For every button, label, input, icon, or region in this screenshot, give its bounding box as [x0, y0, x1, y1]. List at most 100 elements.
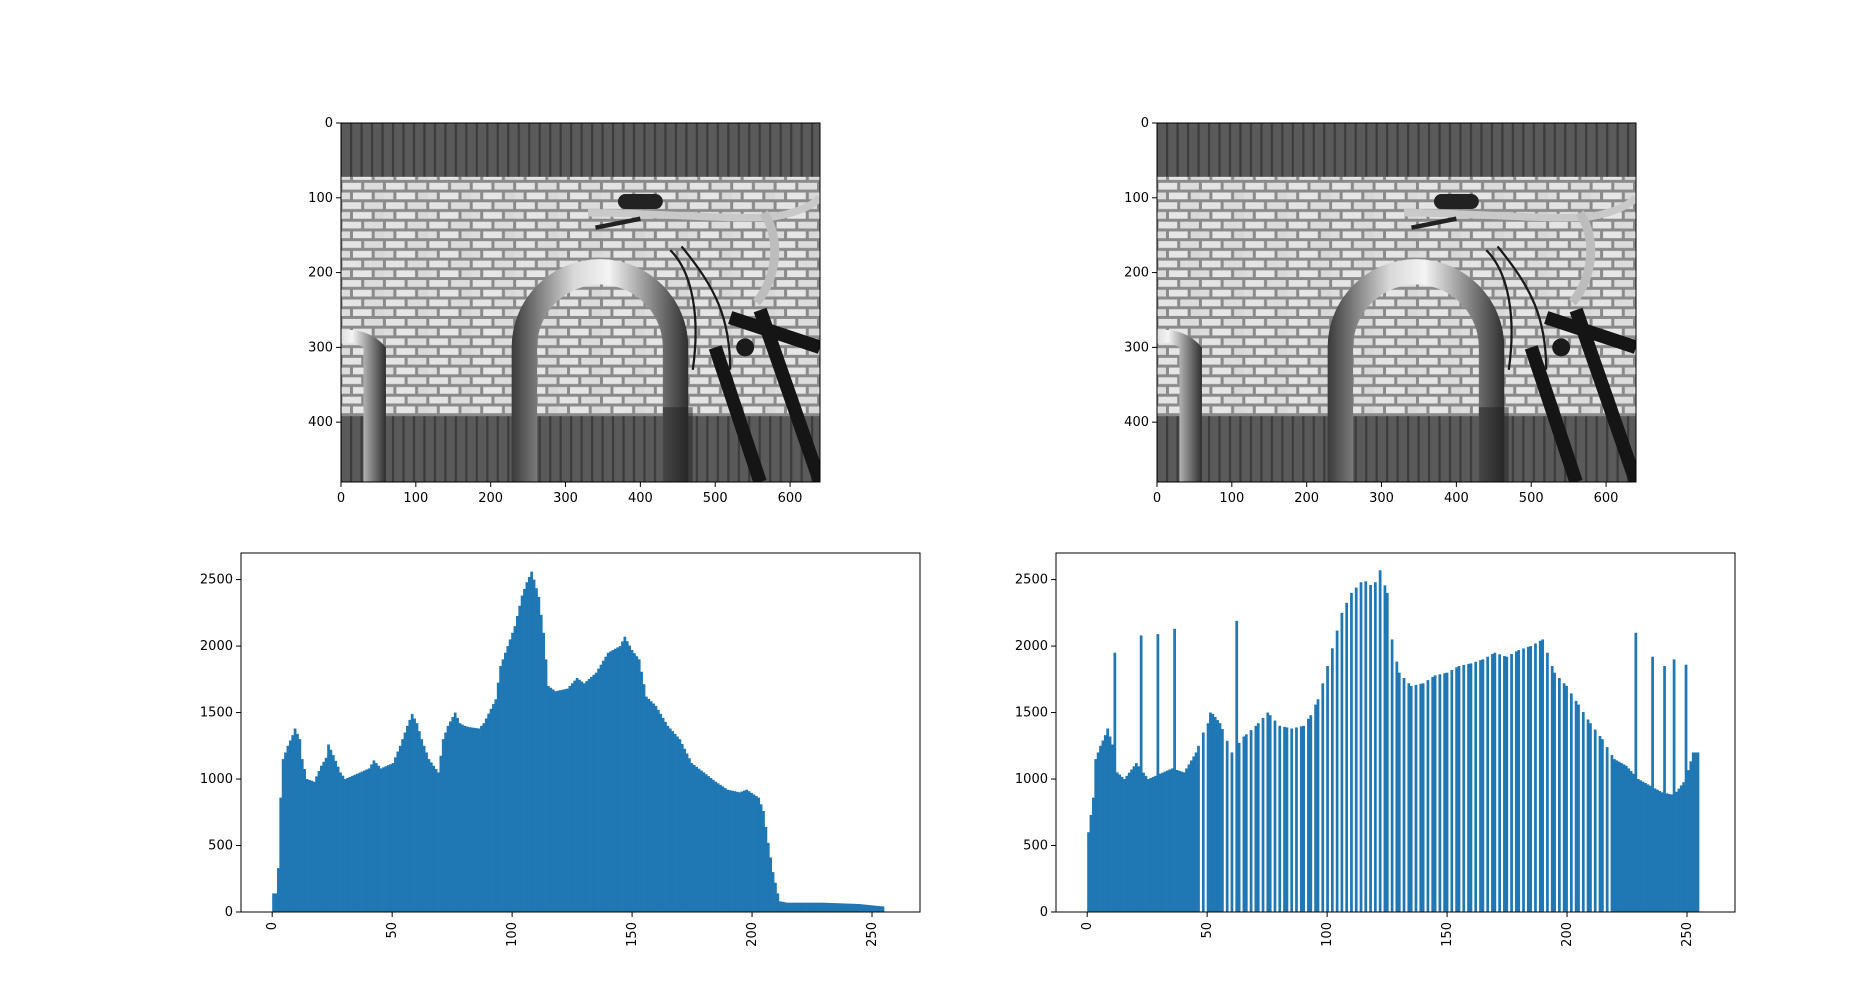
histogram-bar: [695, 766, 698, 912]
histogram-bar: [711, 779, 715, 912]
x-tick-label: 100: [1320, 922, 1335, 947]
histogram-bar: [1123, 779, 1126, 912]
x-tick-label: 150: [625, 922, 640, 947]
histogram-bar: [1192, 756, 1196, 912]
histogram-bar: [766, 842, 770, 912]
histogram-bar: [769, 857, 773, 912]
histogram-bar: [1225, 740, 1229, 912]
histogram-bar: [355, 773, 359, 912]
x-tick-label: 150: [1440, 922, 1455, 947]
histogram-bar: [661, 717, 665, 912]
histogram-bar: [1455, 667, 1458, 912]
histogram-bar: [437, 772, 440, 912]
histogram-bar: [427, 759, 431, 912]
histogram-bar: [1113, 652, 1117, 912]
x-tick-label: 200: [478, 491, 503, 506]
histogram-bar: [1146, 779, 1150, 912]
histogram-bar: [1385, 592, 1389, 912]
histogram-bar: [582, 683, 586, 912]
histogram-bar: [786, 902, 789, 912]
histogram-bar: [303, 769, 306, 912]
histogram-bar: [852, 903, 856, 912]
histogram-bar: [831, 903, 835, 912]
histogram-bar: [1256, 723, 1260, 912]
y-tick-label: 400: [308, 415, 333, 430]
histogram-bar: [1111, 744, 1114, 912]
histogram-bar: [322, 761, 326, 912]
histogram-bar: [1665, 793, 1669, 912]
histogram-bar: [745, 789, 749, 912]
histogram-bar: [621, 641, 624, 912]
original-image: [311, 123, 820, 482]
histogram-bar: [425, 752, 428, 912]
histogram-bar: [1612, 759, 1616, 912]
histogram-bar: [1178, 770, 1181, 912]
histogram-bar: [441, 739, 445, 912]
histogram-bar: [561, 689, 565, 912]
histogram-bar: [659, 713, 663, 912]
histogram-bar: [403, 732, 407, 912]
histogram-bar: [864, 904, 868, 912]
histogram-bar: [1689, 761, 1693, 912]
y-tick-label: 0: [325, 116, 333, 131]
histogram-bar: [1667, 793, 1671, 912]
histogram-bar: [272, 893, 275, 912]
histogram-bar: [477, 728, 481, 912]
histogram-bar: [551, 689, 555, 912]
histogram-bar: [535, 588, 538, 912]
histogram-bar: [1089, 814, 1093, 912]
histogram-bar: [1426, 680, 1430, 912]
histogram-bar: [704, 774, 708, 912]
histogram-bar: [1481, 659, 1485, 912]
histogram-bar: [417, 731, 421, 912]
histogram-bar: [1438, 674, 1442, 912]
histogram-bar: [1565, 685, 1568, 912]
histogram-bar: [1486, 656, 1490, 912]
histogram-bar: [1120, 776, 1124, 912]
histogram-bar: [1581, 712, 1585, 912]
histogram-bar: [563, 689, 567, 912]
histogram-bar: [324, 757, 328, 912]
histogram-bar: [329, 749, 333, 912]
histogram-bar: [1158, 773, 1162, 912]
histogram-bar: [1562, 683, 1566, 912]
histogram-bar: [1156, 634, 1160, 912]
histogram-bar: [1660, 792, 1664, 912]
histogram-bar: [1639, 780, 1643, 912]
histogram-bar: [788, 902, 792, 912]
equalized-image-frame: [1156, 122, 1637, 483]
histogram-bar: [1166, 770, 1169, 912]
histogram-bar: [1505, 656, 1509, 912]
equalized-image-ticks: 0 100 200 300 400 500 600 0 100 200 300 400: [1124, 116, 1618, 506]
histogram-bar: [797, 902, 801, 912]
histogram-bar: [1433, 675, 1437, 912]
histogram-bar: [1206, 723, 1210, 912]
histogram-bar: [685, 753, 689, 912]
equalized-histogram-bars: [1087, 570, 1700, 912]
histogram-bar: [762, 810, 765, 912]
histogram-bar: [673, 733, 677, 912]
histogram-bar: [740, 791, 744, 912]
histogram-bar: [1601, 739, 1604, 912]
histogram-bar: [1677, 788, 1681, 912]
histogram-bar: [1503, 655, 1506, 912]
histogram-bar: [1574, 700, 1578, 912]
histogram-bar: [532, 579, 536, 912]
histogram-bar: [1510, 654, 1513, 912]
histogram-bar: [284, 752, 287, 912]
histogram-bar: [795, 902, 799, 912]
histogram-bar: [623, 636, 627, 912]
histogram-bar: [635, 656, 639, 912]
histogram-bar: [838, 903, 842, 912]
histogram-bar: [446, 725, 450, 912]
histogram-bar: [472, 727, 476, 912]
histogram-bar: [482, 723, 486, 912]
histogram-bar: [336, 766, 340, 912]
histogram-bar: [664, 721, 667, 912]
histogram-bar: [1493, 652, 1497, 912]
histogram-bar: [1235, 620, 1239, 912]
histogram-bar: [592, 674, 596, 912]
histogram-bar: [599, 664, 603, 912]
histogram-bar: [1340, 612, 1344, 912]
